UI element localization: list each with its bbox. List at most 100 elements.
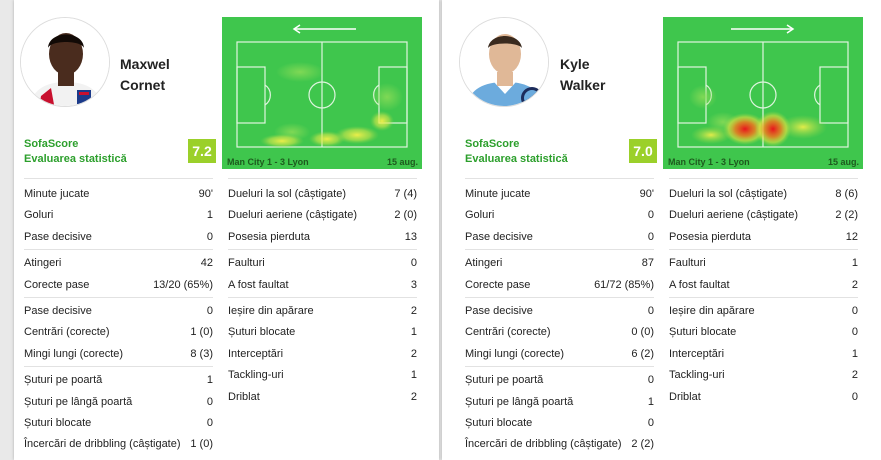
stat-row: Șuturi blocate 0	[669, 322, 858, 343]
stat-label: Șuturi blocate	[465, 416, 533, 429]
stat-row: Interceptări 2	[228, 344, 417, 365]
stat-value: 87	[641, 257, 654, 270]
stat-label: Mingi lungi (corecte)	[465, 347, 565, 360]
stat-value: 0 (0)	[631, 326, 654, 339]
stat-row: Șuturi blocate 0	[465, 413, 654, 434]
stat-value: 1	[851, 257, 858, 270]
stat-label: Faulturi	[228, 257, 265, 270]
stat-label: Corecte pase	[465, 278, 531, 291]
stat-row: Minute jucate 90'	[24, 184, 213, 205]
stat-row: A fost faultat 3	[228, 275, 417, 296]
stat-row: Pase decisive 0	[465, 301, 654, 322]
stat-value: 6 (2)	[631, 347, 654, 360]
divider	[669, 249, 858, 251]
stat-row: Goluri 1	[24, 205, 213, 226]
stat-row: Posesia pierduta 13	[228, 227, 417, 248]
stat-label: Șuturi pe lângă poartă	[465, 395, 574, 408]
stats-column-left: Minute jucate 90' Goluri 0 Pase decisive 0 Ati…	[465, 184, 654, 456]
stat-value: 61/72 (85%)	[594, 278, 654, 291]
stat-value: 2	[410, 347, 417, 360]
stat-value: 0	[206, 230, 213, 243]
stat-value: 90'	[639, 188, 654, 200]
stat-value: 2	[410, 304, 417, 317]
sofascore-rating-label: SofaScore Evaluarea statistică	[24, 138, 127, 165]
player-avatar[interactable]	[459, 17, 549, 107]
stat-row: Centrări (corecte) 1 (0)	[24, 322, 213, 343]
stat-value: 0	[851, 390, 858, 403]
stat-label: Interceptări	[228, 347, 284, 360]
stat-value: 0	[851, 304, 858, 317]
stat-row: Pase decisive 0	[465, 227, 654, 248]
stat-value: 0	[206, 416, 213, 429]
stat-row: Faulturi 1	[669, 253, 858, 274]
stat-value: 1	[206, 209, 213, 222]
stat-value: 1	[851, 347, 858, 360]
divider	[669, 178, 858, 179]
stat-value: 7 (4)	[394, 188, 417, 200]
player-name[interactable]: Kyle Walker	[560, 54, 605, 96]
player-first-name[interactable]: Kyle	[560, 56, 590, 72]
stat-row: Dueluri aeriene (câștigate) 2 (2)	[669, 205, 858, 226]
player-last-name[interactable]: Walker	[560, 77, 606, 93]
heat-zones	[689, 85, 827, 147]
player-name[interactable]: Maxwel Cornet	[120, 54, 170, 96]
divider	[465, 366, 654, 368]
stat-value: 2	[410, 390, 417, 403]
stat-label: Șuturi blocate	[228, 326, 296, 339]
stat-label: Centrări (corecte)	[24, 326, 110, 339]
player-last-name[interactable]: Cornet	[120, 77, 166, 93]
stat-row: Mingi lungi (corecte) 6 (2)	[465, 344, 654, 365]
stat-row: Șuturi pe poartă 0	[465, 370, 654, 391]
stat-label: Dueluri aeriene (câștigate)	[669, 209, 799, 222]
stat-label: Dueluri aeriene (câștigate)	[228, 209, 358, 222]
stat-value: 8 (6)	[835, 188, 858, 200]
match-link[interactable]: Man City 1 - 3 Lyon	[668, 157, 750, 167]
stat-row: Șuturi pe lângă poartă 1	[465, 392, 654, 413]
player-avatar[interactable]	[20, 17, 110, 107]
stat-value: 0	[410, 257, 417, 270]
stat-label: Posesia pierduta	[669, 230, 751, 243]
stat-value: 0	[647, 416, 654, 429]
stat-row: Driblat 0	[669, 387, 858, 408]
stat-label: Pase decisive	[24, 304, 92, 317]
stat-row: Pase decisive 0	[24, 301, 213, 322]
player-first-name[interactable]: Maxwel	[120, 56, 170, 72]
stat-row: Tackling-uri 1	[228, 365, 417, 386]
stat-label: Încercări de dribbling (câștigate)	[465, 438, 622, 451]
match-date: 15 aug.	[386, 157, 418, 167]
stat-value: 3	[410, 278, 417, 291]
stat-label: Goluri	[465, 209, 495, 222]
stat-value: 1	[410, 326, 417, 339]
divider	[465, 249, 654, 251]
stat-row: Atingeri 42	[24, 253, 213, 274]
match-link[interactable]: Man City 1 - 3 Lyon	[227, 157, 309, 167]
stat-value: 2	[851, 369, 858, 382]
stat-row: Mingi lungi (corecte) 8 (3)	[24, 344, 213, 365]
stat-label: Ieșire din apărare	[669, 304, 755, 317]
stat-label: A fost faultat	[228, 278, 289, 291]
stat-label: A fost faultat	[669, 278, 730, 291]
stats-column-right: Dueluri la sol (câștigate) 7 (4) Dueluri a…	[228, 184, 417, 408]
stat-row: Corecte pase 61/72 (85%)	[465, 275, 654, 296]
stat-label: Mingi lungi (corecte)	[24, 347, 124, 360]
stat-row: Minute jucate 90'	[465, 184, 654, 205]
stat-label: Ieșire din apărare	[228, 304, 314, 317]
stat-label: Tackling-uri	[669, 369, 725, 382]
rating-badge: 7.2	[188, 139, 216, 163]
stat-value: 42	[200, 257, 213, 270]
stat-label: Încercări de dribbling (câștigate)	[24, 438, 181, 451]
stat-label: Minute jucate	[24, 188, 90, 200]
stat-value: 13/20 (65%)	[153, 278, 213, 291]
stat-value: 0	[647, 230, 654, 243]
stat-row: Pase decisive 0	[24, 227, 213, 248]
stat-label: Corecte pase	[24, 278, 90, 291]
stat-value: 2 (2)	[631, 438, 654, 451]
stat-row: Centrări (corecte) 0 (0)	[465, 322, 654, 343]
heatmap[interactable]: Man City 1 - 3 Lyon 15 aug.	[663, 17, 863, 169]
player-card-cornet: Maxwel Cornet SofaScore Evaluarea statis…	[14, 0, 439, 460]
stat-row: Tackling-uri 2	[669, 365, 858, 386]
stat-row: Șuturi pe poartă 1	[24, 370, 213, 391]
heatmap[interactable]: Man City 1 - 3 Lyon 15 aug.	[222, 17, 422, 169]
stat-row: Încercări de dribbling (câștigate) 1 (0)	[24, 434, 213, 455]
divider	[24, 178, 213, 179]
